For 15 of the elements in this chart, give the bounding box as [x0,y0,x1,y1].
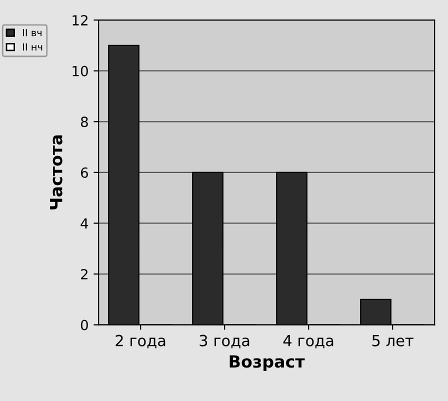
y-tick-label: 4 [80,218,88,228]
y-tick-label: 6 [80,167,88,178]
y-tick-label: 0 [80,320,88,330]
y-tick-label: 10 [72,66,88,76]
x-tick-label: 5 лет [372,335,414,346]
y-tick-label: 8 [80,116,88,128]
y-axis-title: Частота [50,135,62,210]
y-tick-label: 2 [81,268,88,280]
legend-label: II вч [23,29,42,36]
legend-label: II нч [23,43,42,50]
x-axis-title: Возраст [230,355,305,372]
x-tick-label: 4 года [283,335,334,348]
x-tick-label: 3 года [200,334,250,348]
y-tick-label: 12 [72,15,88,26]
x-tick-label: 2 года [116,334,166,348]
